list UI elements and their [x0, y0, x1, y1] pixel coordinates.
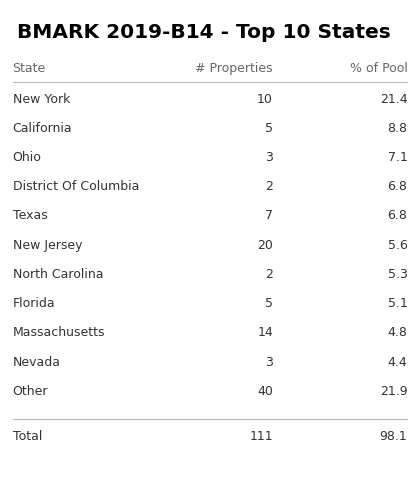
Text: 8.8: 8.8 [387, 122, 407, 135]
Text: 40: 40 [257, 385, 273, 398]
Text: North Carolina: North Carolina [13, 268, 103, 281]
Text: % of Pool: % of Pool [349, 62, 407, 75]
Text: 6.8: 6.8 [388, 180, 407, 193]
Text: 10: 10 [257, 93, 273, 106]
Text: # Properties: # Properties [195, 62, 273, 75]
Text: 5: 5 [265, 122, 273, 135]
Text: 2: 2 [265, 180, 273, 193]
Text: District Of Columbia: District Of Columbia [13, 180, 139, 193]
Text: Other: Other [13, 385, 48, 398]
Text: 14: 14 [257, 326, 273, 339]
Text: BMARK 2019-B14 - Top 10 States: BMARK 2019-B14 - Top 10 States [17, 23, 391, 42]
Text: Total: Total [13, 430, 42, 443]
Text: 7: 7 [265, 209, 273, 223]
Text: 3: 3 [265, 356, 273, 369]
Text: 111: 111 [249, 430, 273, 443]
Text: New York: New York [13, 93, 70, 106]
Text: California: California [13, 122, 72, 135]
Text: 20: 20 [257, 239, 273, 252]
Text: 3: 3 [265, 151, 273, 164]
Text: 4.4: 4.4 [388, 356, 407, 369]
Text: Texas: Texas [13, 209, 47, 223]
Text: 4.8: 4.8 [388, 326, 407, 339]
Text: New Jersey: New Jersey [13, 239, 82, 252]
Text: 21.9: 21.9 [380, 385, 407, 398]
Text: 5.1: 5.1 [388, 297, 407, 310]
Text: 7.1: 7.1 [388, 151, 407, 164]
Text: 2: 2 [265, 268, 273, 281]
Text: 5: 5 [265, 297, 273, 310]
Text: Massachusetts: Massachusetts [13, 326, 105, 339]
Text: Ohio: Ohio [13, 151, 42, 164]
Text: 5.6: 5.6 [388, 239, 407, 252]
Text: Nevada: Nevada [13, 356, 60, 369]
Text: 5.3: 5.3 [388, 268, 407, 281]
Text: Florida: Florida [13, 297, 55, 310]
Text: 98.1: 98.1 [380, 430, 407, 443]
Text: 21.4: 21.4 [380, 93, 407, 106]
Text: 6.8: 6.8 [388, 209, 407, 223]
Text: State: State [13, 62, 46, 75]
